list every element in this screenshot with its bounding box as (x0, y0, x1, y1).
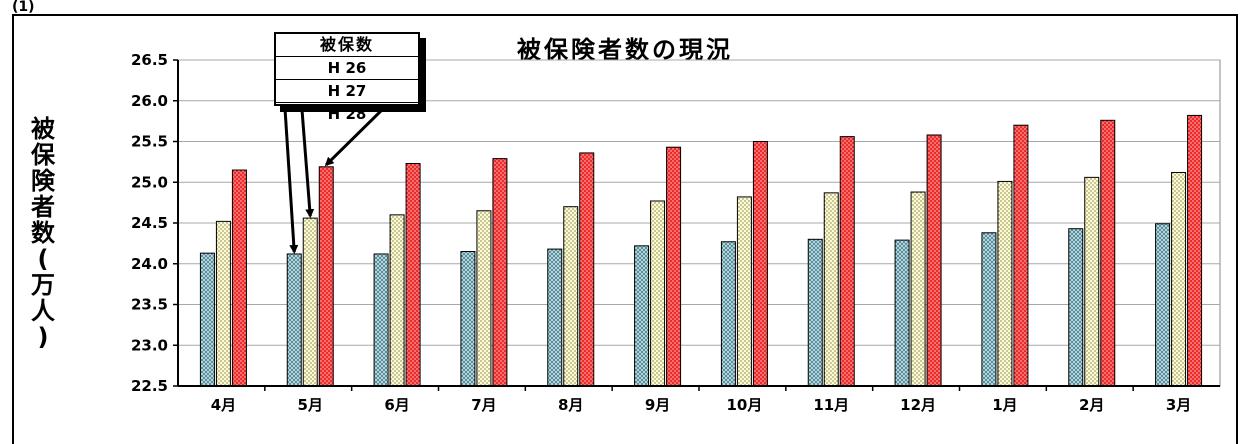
x-tick-label: 9月 (645, 396, 670, 414)
bar-h28 (318, 166, 334, 387)
bar-h27 (910, 191, 926, 387)
arrow-h28 (324, 102, 390, 167)
x-tick-label: 3月 (1166, 396, 1191, 414)
y-axis-label-char: 者 (31, 193, 55, 221)
bar-h28 (666, 146, 682, 387)
bar-h28 (231, 169, 247, 387)
x-tick-label: 7月 (471, 396, 496, 414)
bar-h28 (579, 152, 595, 387)
bar-h27 (736, 196, 752, 387)
bar-h27 (563, 206, 579, 387)
y-axis-label-char: ) (37, 323, 49, 351)
y-tick-label: 25.5 (131, 133, 168, 151)
arrow-h27 (298, 83, 315, 219)
bar-h26 (373, 253, 389, 387)
bar-h28 (1187, 114, 1203, 387)
x-tick-label: 2月 (1079, 396, 1104, 414)
bar-h26 (1155, 223, 1171, 387)
bar-h27 (823, 192, 839, 387)
legend-title: 被保数 (276, 34, 418, 57)
bar-h27 (1084, 176, 1100, 387)
y-tick-label: 24.5 (131, 214, 168, 232)
bar-h27 (650, 200, 666, 387)
y-axis-label: 被保険者数(万人) (26, 116, 60, 350)
x-tick-label: 5月 (298, 396, 323, 414)
x-tick-label: 4月 (211, 396, 236, 414)
x-tick-label: 12月 (900, 396, 936, 414)
bar-h27 (389, 214, 405, 387)
y-tick-label: 24.0 (131, 255, 168, 273)
bar-h28 (926, 134, 942, 387)
legend-entry-h26: H 26 (276, 57, 418, 80)
y-axis-label-char: 保 (31, 141, 55, 169)
y-axis-label-char: 人 (31, 297, 55, 325)
bar-h26 (547, 248, 563, 387)
bar-h26 (460, 251, 476, 387)
y-tick-label: 25.0 (131, 173, 168, 191)
y-tick-label: 26.5 (131, 51, 168, 69)
y-tick-label: 23.0 (131, 336, 168, 354)
bar-h26 (894, 239, 910, 387)
y-axis-label-char: 万 (31, 271, 55, 299)
bar-h27 (1171, 171, 1187, 387)
bar-h28 (839, 136, 855, 387)
y-axis-label-char: 険 (31, 167, 55, 195)
bar-h26 (199, 252, 215, 387)
bar-h28 (405, 163, 421, 387)
legend-entry-h28: H 28 (327, 105, 367, 123)
bar-chart: 22.5 23.0 23.5 24.0 24.5 25.0 25.5 26.0 26.5 4月 5月… (131, 51, 1221, 414)
bar-h26 (720, 241, 736, 387)
x-tick-label: 1月 (992, 396, 1017, 414)
x-tick-label: 8月 (558, 396, 583, 414)
x-tick-label: 6月 (384, 396, 409, 414)
bar-h26 (286, 253, 302, 387)
bar-h28 (752, 141, 768, 387)
bar-h28 (1100, 119, 1116, 387)
bar-h26 (807, 238, 823, 387)
y-tick-label: 22.5 (131, 377, 168, 395)
bar-h28 (1013, 124, 1029, 387)
chart-frame (12, 14, 1238, 444)
bar-h27 (476, 210, 492, 387)
bar-h27 (215, 220, 231, 387)
y-axis-label-char: ( (37, 245, 49, 273)
bar-h26 (981, 232, 997, 387)
bar-h26 (1068, 228, 1084, 387)
legend: 被保数 H 26 H 27 H 28 (274, 32, 420, 123)
y-tick-label: 26.0 (131, 92, 168, 110)
corner-label: (1) (12, 0, 35, 15)
y-axis-label-char: 被 (31, 115, 55, 143)
bar-h27 (302, 217, 318, 387)
x-tick-label: 10月 (726, 396, 762, 414)
legend-entry-h27: H 27 (276, 80, 418, 103)
bar-h27 (997, 180, 1013, 387)
y-axis-label-char: 数 (31, 219, 55, 247)
chart-title: 被保険者数の現況 (517, 36, 733, 64)
y-tick-label: 23.5 (131, 296, 168, 314)
bar-h26 (634, 245, 650, 387)
bar-h28 (492, 158, 508, 387)
x-tick-label: 11月 (813, 396, 849, 414)
